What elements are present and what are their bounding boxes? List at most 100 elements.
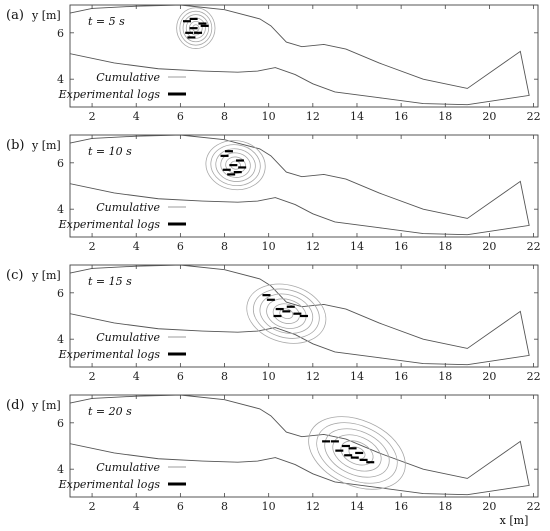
legend-label: Cumulative — [96, 331, 160, 344]
x-tick-label: 6 — [177, 240, 184, 253]
x-tick-label: 10 — [262, 370, 276, 383]
x-tick-label: 16 — [394, 370, 408, 383]
panel: 2 4 6 8 10 12 14 16 18 20 22 4 6 (d) y [m] t = 20 s Cumu… — [6, 394, 541, 527]
x-tick-label: 16 — [394, 500, 408, 513]
x-tick-label: 20 — [482, 240, 496, 253]
plot-frame — [69, 134, 539, 238]
x-axis-label: x [m] — [500, 514, 529, 527]
density-contour — [279, 308, 294, 320]
x-tick-label: 16 — [394, 240, 408, 253]
y-tick-label: 4 — [57, 203, 64, 216]
x-tick-label: 2 — [89, 240, 96, 253]
x-tick-label: 2 — [89, 110, 96, 123]
density-contour — [272, 303, 300, 324]
density-contour — [205, 140, 266, 191]
x-tick-label: 16 — [394, 110, 408, 123]
legend-label: Cumulative — [96, 461, 160, 474]
x-tick-label: 10 — [262, 110, 276, 123]
y-tick-label: 6 — [57, 157, 64, 170]
x-tick-label: 12 — [306, 240, 320, 253]
x-tick-label: 22 — [527, 500, 541, 513]
x-tick-label: 4 — [133, 240, 140, 253]
y-axis-label: y [m] — [31, 139, 61, 152]
plot-frame — [69, 264, 539, 368]
y-tick-label: 4 — [57, 73, 64, 86]
panel-label: (b) — [6, 138, 24, 153]
x-tick-label: 18 — [438, 240, 452, 253]
x-tick-label: 14 — [350, 240, 364, 253]
canal-outline — [69, 4, 530, 106]
y-tick-label: 4 — [57, 463, 64, 476]
y-tick-label: 4 — [57, 333, 64, 346]
density-contour — [189, 20, 203, 36]
density-contour — [340, 440, 374, 466]
panel: 2 4 6 8 10 12 14 16 18 20 22 4 6 (c) y [m] t = 15 s Cumu… — [6, 264, 541, 383]
y-tick-label: 6 — [57, 27, 64, 40]
density-contour — [332, 434, 382, 472]
density-contour — [246, 283, 327, 344]
x-tick-label: 6 — [177, 370, 184, 383]
density-contour — [182, 14, 210, 43]
panel: 2 4 6 8 10 12 14 16 18 20 22 4 6 (a) y [m] t = 5 s Cumul… — [6, 4, 541, 123]
time-label: t = 10 s — [88, 145, 132, 158]
x-tick-label: 2 — [89, 500, 96, 513]
canal-outline — [69, 134, 530, 236]
y-axis-label: y [m] — [31, 269, 61, 282]
x-tick-label: 14 — [350, 370, 364, 383]
y-tick-label: 6 — [57, 417, 64, 430]
density-contour — [316, 422, 398, 484]
x-tick-label: 4 — [133, 110, 140, 123]
panel-label: (d) — [6, 398, 24, 413]
x-tick-label: 18 — [438, 500, 452, 513]
y-tick-label: 6 — [57, 287, 64, 300]
legend-label: Cumulative — [96, 71, 160, 84]
legend-label: Cumulative — [96, 201, 160, 214]
x-tick-label: 10 — [262, 500, 276, 513]
time-label: t = 15 s — [88, 275, 132, 288]
x-tick-label: 20 — [482, 110, 496, 123]
density-contour — [179, 10, 213, 46]
density-contour — [215, 148, 256, 182]
x-tick-label: 20 — [482, 500, 496, 513]
x-tick-label: 18 — [438, 370, 452, 383]
x-tick-label: 22 — [527, 370, 541, 383]
y-axis-label: y [m] — [31, 9, 61, 22]
x-tick-label: 20 — [482, 370, 496, 383]
density-contour — [266, 298, 307, 329]
time-label: t = 5 s — [88, 15, 125, 28]
y-axis-label: y [m] — [31, 399, 61, 412]
x-tick-label: 8 — [221, 370, 228, 383]
x-tick-label: 8 — [221, 240, 228, 253]
x-tick-label: 12 — [306, 500, 320, 513]
density-contour — [252, 288, 320, 339]
x-tick-label: 6 — [177, 110, 184, 123]
canal-outline — [69, 264, 530, 366]
density-contour — [259, 293, 314, 334]
legend-label: Experimental logs — [58, 478, 161, 491]
plot-frame — [69, 394, 539, 498]
density-contour — [308, 416, 406, 490]
panel-label: (c) — [6, 268, 23, 283]
x-tick-label: 14 — [350, 500, 364, 513]
panel: 2 4 6 8 10 12 14 16 18 20 22 4 6 (b) y [m] t = 10 s Cumu… — [6, 134, 541, 253]
x-tick-label: 22 — [527, 110, 541, 123]
density-contour — [324, 428, 390, 478]
x-tick-label: 8 — [221, 110, 228, 123]
plot-frame — [69, 4, 539, 108]
panel-label: (a) — [6, 8, 24, 23]
x-tick-label: 2 — [89, 370, 96, 383]
x-tick-label: 22 — [527, 240, 541, 253]
density-contour — [220, 152, 251, 178]
x-tick-label: 6 — [177, 500, 184, 513]
x-tick-label: 4 — [133, 370, 140, 383]
x-tick-label: 8 — [221, 500, 228, 513]
x-tick-label: 10 — [262, 240, 276, 253]
x-tick-label: 4 — [133, 500, 140, 513]
canal-outline — [69, 394, 530, 496]
legend-label: Experimental logs — [58, 218, 161, 231]
x-tick-label: 12 — [306, 370, 320, 383]
time-label: t = 20 s — [88, 405, 132, 418]
legend-label: Experimental logs — [58, 348, 161, 361]
x-tick-label: 18 — [438, 110, 452, 123]
